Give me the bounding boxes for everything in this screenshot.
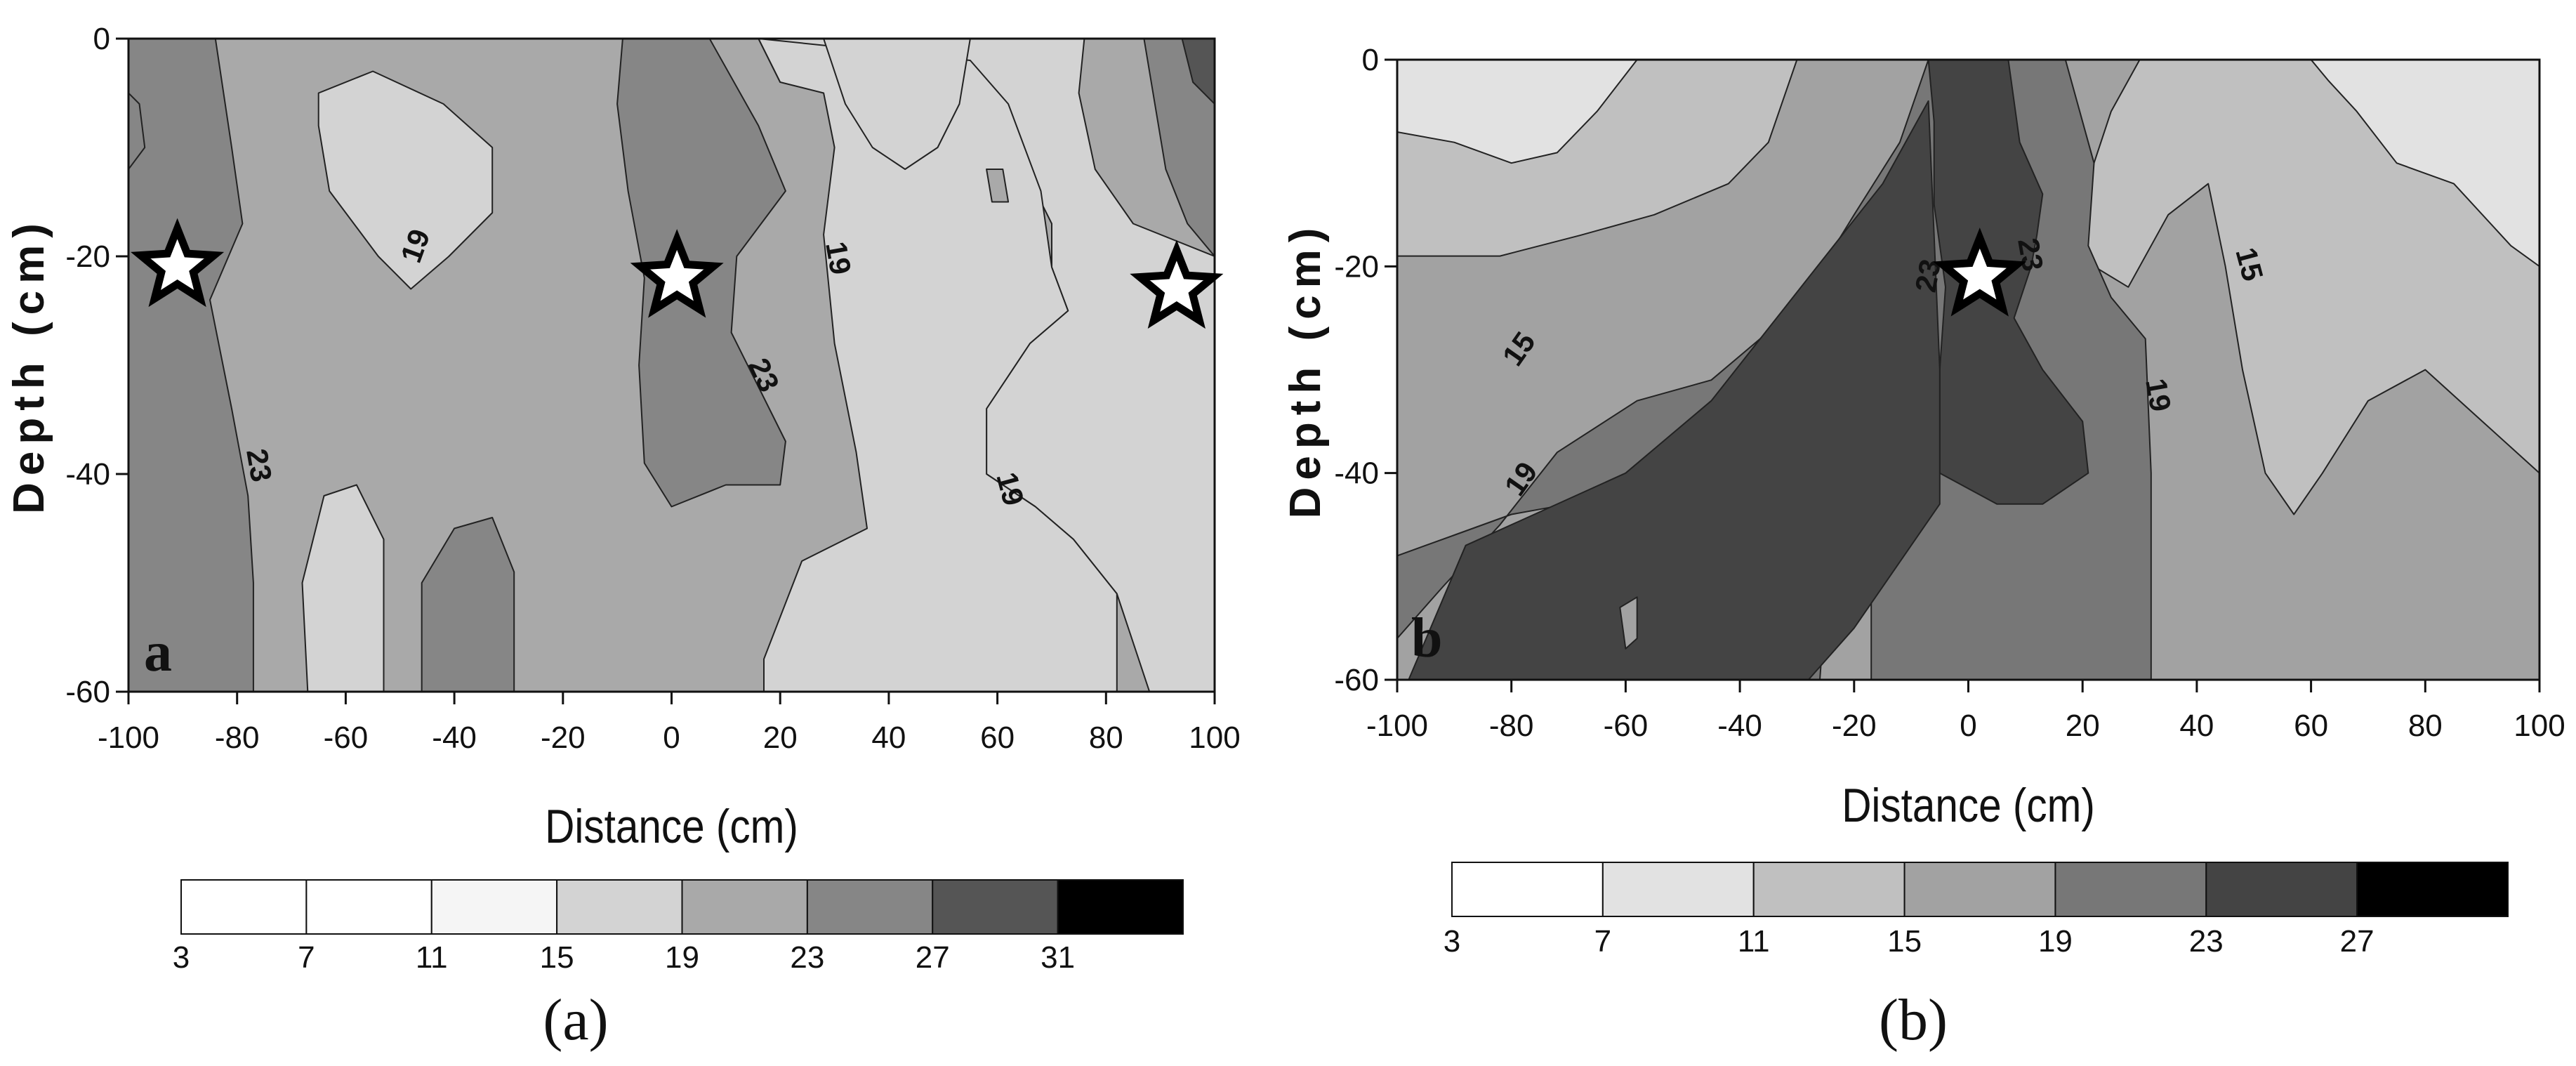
x-tick-label: 100 [2514, 709, 2565, 743]
x-tick-label: 0 [663, 720, 680, 755]
contour-region [1397, 60, 1638, 164]
x-tick-label: 80 [2408, 709, 2443, 743]
y-tick-label: -60 [1334, 663, 1379, 697]
y-axis-label: Depth (cm) [5, 216, 53, 514]
x-tick-label: 0 [1960, 709, 1976, 743]
x-tick-label: 80 [1089, 720, 1123, 755]
contour-regions [1397, 60, 2539, 680]
contour-region [823, 39, 971, 170]
colorbar-swatch [1752, 862, 1905, 917]
colorbar-label: 15 [540, 940, 574, 975]
star-marker [1130, 239, 1224, 329]
colorbar-label: 11 [416, 940, 448, 975]
x-tick-label: 60 [980, 720, 1015, 755]
contour-regions [128, 39, 1215, 692]
contour-region [128, 39, 254, 692]
contour-region [758, 39, 1118, 692]
x-tick-label: -100 [1366, 709, 1428, 743]
colorbar-label: 31 [1041, 940, 1075, 975]
contour-region [2310, 60, 2539, 268]
y-axis-label: Depth (cm) [1281, 221, 1330, 519]
contour-label: 19 [819, 239, 857, 277]
colorbar-swatch [430, 879, 558, 935]
colorbar-swatch [2356, 862, 2509, 917]
contour-region [1927, 60, 2089, 505]
contour-region [128, 92, 146, 170]
colorbar-label: 23 [2189, 924, 2224, 959]
panel-a-caption: (a) [543, 987, 608, 1053]
x-tick-label: 20 [2066, 709, 2100, 743]
colorbar-label: 3 [173, 940, 190, 975]
x-tick-label: 40 [2179, 709, 2214, 743]
colorbar-label: 23 [790, 940, 824, 975]
x-tick-label: 40 [871, 720, 906, 755]
panel-a-chart: -100 -80 -60 -40 -20 0 20 40 60 80 100 0 -20 -40 -60 Di… [5, 22, 1241, 975]
x-tick-label: -40 [432, 720, 477, 755]
y-tick-label: -20 [1334, 249, 1379, 284]
colorbar-swatch [1903, 862, 2056, 917]
x-tick-label: -60 [324, 720, 369, 755]
colorbar-swatch [180, 879, 308, 935]
colorbar-label: 27 [2340, 924, 2374, 959]
colorbar-swatch [2054, 862, 2207, 917]
panel-letter: a [144, 621, 172, 683]
x-tick-label: 100 [1189, 720, 1240, 755]
panel-b-chart: -100 -80 -60 -40 -20 0 20 40 60 80 100 0 -20 -40 -60 Di… [1281, 43, 2565, 959]
contour-region [986, 169, 1010, 203]
x-tick-label: -60 [1604, 709, 1649, 743]
x-tick-label: -80 [1489, 709, 1534, 743]
y-tick-label: -40 [65, 457, 110, 492]
x-axis-label: Distance (cm) [1842, 779, 2095, 832]
contour-region [1408, 100, 1941, 680]
x-tick-label: -20 [1832, 709, 1877, 743]
contour-region [301, 484, 385, 692]
panel-b-caption: (b) [1879, 987, 1948, 1053]
y-tick-label: -60 [65, 675, 110, 709]
x-tick-label: -40 [1717, 709, 1762, 743]
colorbar-label: 7 [1594, 924, 1611, 959]
x-tick-label: -100 [98, 720, 159, 755]
contour-label: 19 [2139, 376, 2177, 414]
colorbar-swatch [932, 879, 1059, 935]
contour-label: 23 [240, 446, 278, 484]
contour-region [1143, 39, 1215, 257]
colorbar-label: 3 [1444, 924, 1460, 959]
contour-region [1181, 39, 1215, 105]
colorbar-swatch [305, 879, 432, 935]
y-tick-label: 0 [1362, 43, 1379, 77]
colorbar-label: 15 [1887, 924, 1922, 959]
contour-region [317, 70, 494, 290]
contour-region [421, 517, 515, 692]
star-marker [1933, 228, 2027, 317]
star-marker [630, 229, 724, 318]
panel-letter: b [1411, 607, 1443, 669]
colorbar-label: 11 [1738, 924, 1770, 959]
y-tick-label: 0 [93, 22, 110, 56]
colorbar-swatch [2205, 862, 2358, 917]
x-tick-label: 60 [2294, 709, 2328, 743]
colorbar-label: 19 [2038, 924, 2073, 959]
colorbar-swatch [806, 879, 934, 935]
y-tick-label: -20 [65, 239, 110, 274]
x-tick-label: 20 [763, 720, 798, 755]
colorbar-swatch [681, 879, 808, 935]
colorbar-swatch [1601, 862, 1755, 917]
contour-region [1619, 596, 1638, 650]
x-tick-label: -80 [215, 720, 260, 755]
x-axis-label: Distance (cm) [545, 801, 798, 853]
y-tick-label: -40 [1334, 456, 1379, 491]
colorbar-label: 27 [916, 940, 950, 975]
colorbar-swatch [1057, 879, 1184, 935]
colorbar-label: 7 [298, 940, 315, 975]
colorbar-label: 19 [665, 940, 699, 975]
star-marker [131, 218, 225, 308]
x-tick-label: -20 [541, 720, 586, 755]
colorbar-swatch [556, 879, 683, 935]
colorbar-swatch [1451, 862, 1604, 917]
